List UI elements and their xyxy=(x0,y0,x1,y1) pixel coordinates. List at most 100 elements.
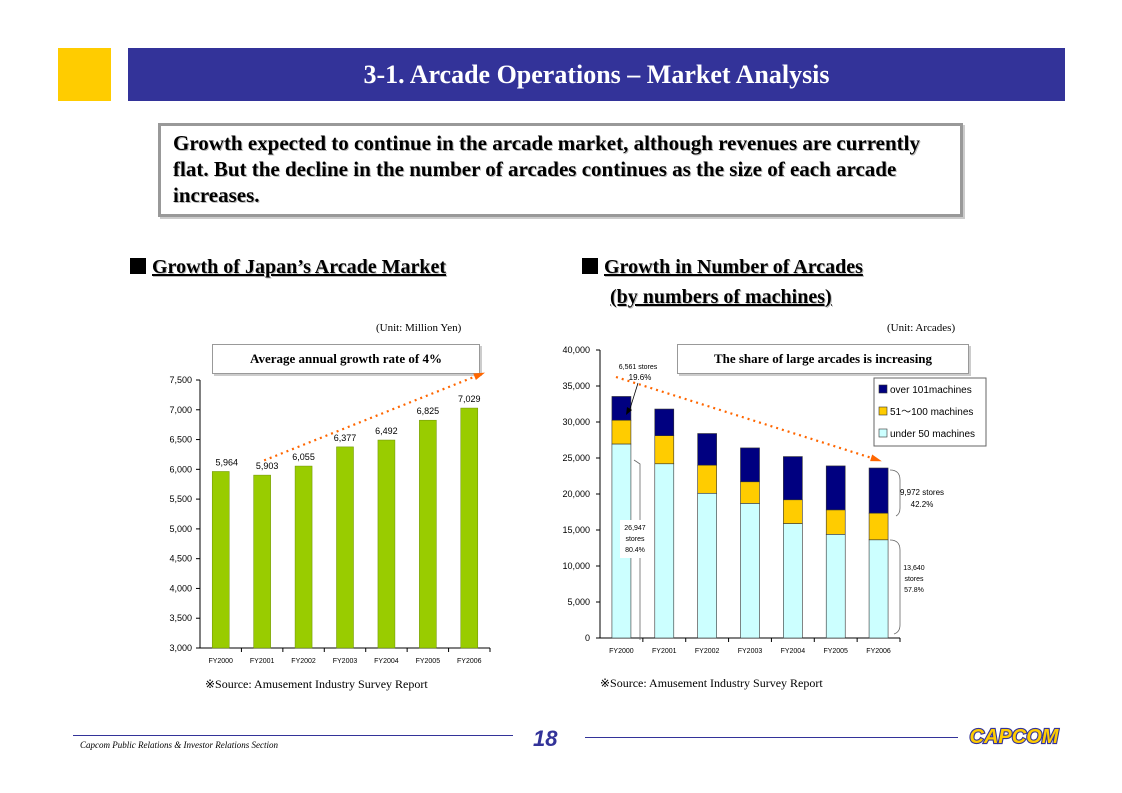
y-tick-label: 7,500 xyxy=(169,375,192,385)
page-number: 18 xyxy=(533,726,558,751)
y-tick-label: 20,000 xyxy=(562,489,590,499)
x-tick-label: FY2003 xyxy=(333,658,358,665)
y-tick-label: 5,000 xyxy=(567,597,590,607)
annotation-mid-bracket xyxy=(633,459,641,640)
x-tick-label: FY2002 xyxy=(695,648,720,655)
y-tick-label: 7,000 xyxy=(169,405,192,415)
x-tick-label: FY2004 xyxy=(374,658,399,665)
trend-arrow-line xyxy=(615,375,879,462)
stacked-bar-segment xyxy=(868,539,889,639)
square-bullet-icon xyxy=(130,258,146,274)
y-tick-label: 15,000 xyxy=(562,525,590,535)
bar xyxy=(211,471,230,649)
y-tick-label: 10,000 xyxy=(562,561,590,571)
x-tick-label: FY2001 xyxy=(250,658,275,665)
right-section-heading: Growth in Number of Arcades xyxy=(582,256,863,279)
footer-divider-right xyxy=(585,737,958,738)
data-label: 6,825 xyxy=(417,406,440,416)
stacked-bar-segment xyxy=(611,419,632,445)
y-tick-label: 35,000 xyxy=(562,381,590,391)
stacked-bar-segment xyxy=(783,523,803,639)
legend-swatch xyxy=(878,384,888,394)
y-tick-label: 6,500 xyxy=(169,435,192,445)
stacked-bar-segment xyxy=(654,435,675,465)
y-tick-label: 5,500 xyxy=(169,494,192,504)
page-title: 3-1. Arcade Operations – Market Analysis xyxy=(128,48,1065,101)
legend-box xyxy=(873,377,987,447)
annotation-r1-bracket xyxy=(889,469,901,517)
y-tick-label: 4,500 xyxy=(169,554,192,564)
y-tick-label: 6,000 xyxy=(169,464,192,474)
stacked-bar-segment xyxy=(697,492,717,639)
data-label: 6,055 xyxy=(292,452,315,462)
stacked-bar-segment xyxy=(654,408,675,436)
annotation-top-line1: 6,561 stores xyxy=(619,364,658,371)
trend-arrow-line xyxy=(263,373,482,462)
summary-box: Growth expected to continue in the arcad… xyxy=(158,123,963,217)
trend-arrow-head xyxy=(870,454,882,462)
x-tick-label: FY2006 xyxy=(866,648,891,655)
stacked-bar-segment xyxy=(868,467,889,514)
footer-text: Capcom Public Relations & Investor Relat… xyxy=(80,740,278,750)
stacked-bar-segment xyxy=(825,465,846,511)
left-section-heading: Growth of Japan’s Arcade Market xyxy=(130,256,446,279)
stacked-bar-segment xyxy=(868,512,889,541)
annotation-pointer-head xyxy=(626,407,632,415)
annotation-mid-line: 80.4% xyxy=(625,547,645,554)
annotation-r1-line: 42.2% xyxy=(911,500,934,509)
y-tick-label: 25,000 xyxy=(562,453,590,463)
y-tick-label: 3,500 xyxy=(169,613,192,623)
footer-divider-left xyxy=(73,735,513,736)
trend-arrow-head xyxy=(473,372,486,380)
x-tick-label: FY2002 xyxy=(291,658,316,665)
stacked-bar-segment xyxy=(783,499,803,524)
left-source: ※Source: Amusement Industry Survey Repor… xyxy=(205,677,428,691)
legend-swatch xyxy=(878,428,888,438)
data-label: 6,377 xyxy=(334,433,357,443)
stacked-bar-segment xyxy=(825,509,846,535)
stacked-bar-segment xyxy=(740,447,760,483)
annotation-mid-line: stores xyxy=(625,536,645,543)
x-tick-label: FY2005 xyxy=(823,648,848,655)
right-source: ※Source: Amusement Industry Survey Repor… xyxy=(600,676,823,690)
data-label: 7,029 xyxy=(458,394,481,404)
annotation-r2-line: 57.8% xyxy=(904,587,924,594)
stacked-bar-segment xyxy=(697,464,717,494)
bar xyxy=(377,439,396,649)
accent-square xyxy=(58,48,111,101)
arcade-market-chart: 3,000 3,500 4,000 4,500 5,000 5,500 6,000 6,500… xyxy=(169,372,491,665)
annotation-r2-line: 13,640 xyxy=(903,565,925,572)
annotation-top-line2: 19.6% xyxy=(629,373,652,382)
right-unit-label: (Unit: Arcades) xyxy=(887,322,956,334)
capcom-logo-text: CAPCOM xyxy=(970,726,1060,748)
y-tick-label: 5,000 xyxy=(169,524,192,534)
summary-text: Growth expected to continue in the arcad… xyxy=(173,131,920,207)
annotation-r1-line: 9,972 stores xyxy=(900,488,944,497)
x-tick-label: FY2003 xyxy=(738,648,763,655)
bar xyxy=(294,465,313,649)
right-note-box: The share of large arcades is increasing xyxy=(677,344,969,374)
left-unit-label: (Unit: Million Yen) xyxy=(376,322,462,334)
stacked-bar-segment xyxy=(783,456,803,501)
x-tick-label: FY2006 xyxy=(457,658,482,665)
right-heading-line2: (by numbers of machines) xyxy=(610,286,832,308)
y-tick-label: 30,000 xyxy=(562,417,590,427)
bar xyxy=(336,446,354,649)
x-tick-label: FY2000 xyxy=(609,648,634,655)
x-tick-label: FY2000 xyxy=(208,658,233,665)
annotation-r2-line: stores xyxy=(904,576,924,583)
bar xyxy=(253,474,271,649)
y-tick-label: 0 xyxy=(585,633,590,643)
x-tick-label: FY2001 xyxy=(652,648,677,655)
legend-swatch xyxy=(878,406,888,416)
data-label: 6,492 xyxy=(375,426,398,436)
x-tick-label: FY2004 xyxy=(781,648,806,655)
stacked-bar-segment xyxy=(697,433,717,466)
bar xyxy=(460,407,479,649)
legend-label: under 50 machines xyxy=(890,429,975,440)
stacked-bar-segment xyxy=(740,503,760,639)
stacked-bar-segment xyxy=(825,534,846,639)
annotation-mid-bg xyxy=(620,520,650,558)
right-heading-line1: Growth in Number of Arcades xyxy=(604,256,863,278)
y-tick-label: 3,000 xyxy=(169,643,192,653)
